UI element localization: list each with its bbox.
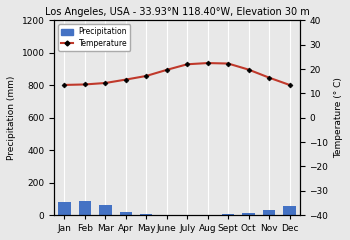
Bar [99, 205, 112, 215]
Y-axis label: Temperature (° C): Temperature (° C) [334, 77, 343, 158]
Y-axis label: Precipitation (mm): Precipitation (mm) [7, 76, 16, 160]
Title: Los Angeles, USA - 33.93°N 118.40°W, Elevation 30 m: Los Angeles, USA - 33.93°N 118.40°W, Ele… [45, 7, 309, 17]
Legend: Precipitation, Temperature: Precipitation, Temperature [58, 24, 130, 51]
Bar [284, 206, 296, 215]
Bar [222, 214, 234, 215]
Bar [140, 214, 153, 215]
Bar [263, 210, 275, 215]
Bar [79, 201, 91, 215]
Bar [120, 212, 132, 215]
Bar [58, 202, 71, 215]
Bar [243, 213, 255, 215]
